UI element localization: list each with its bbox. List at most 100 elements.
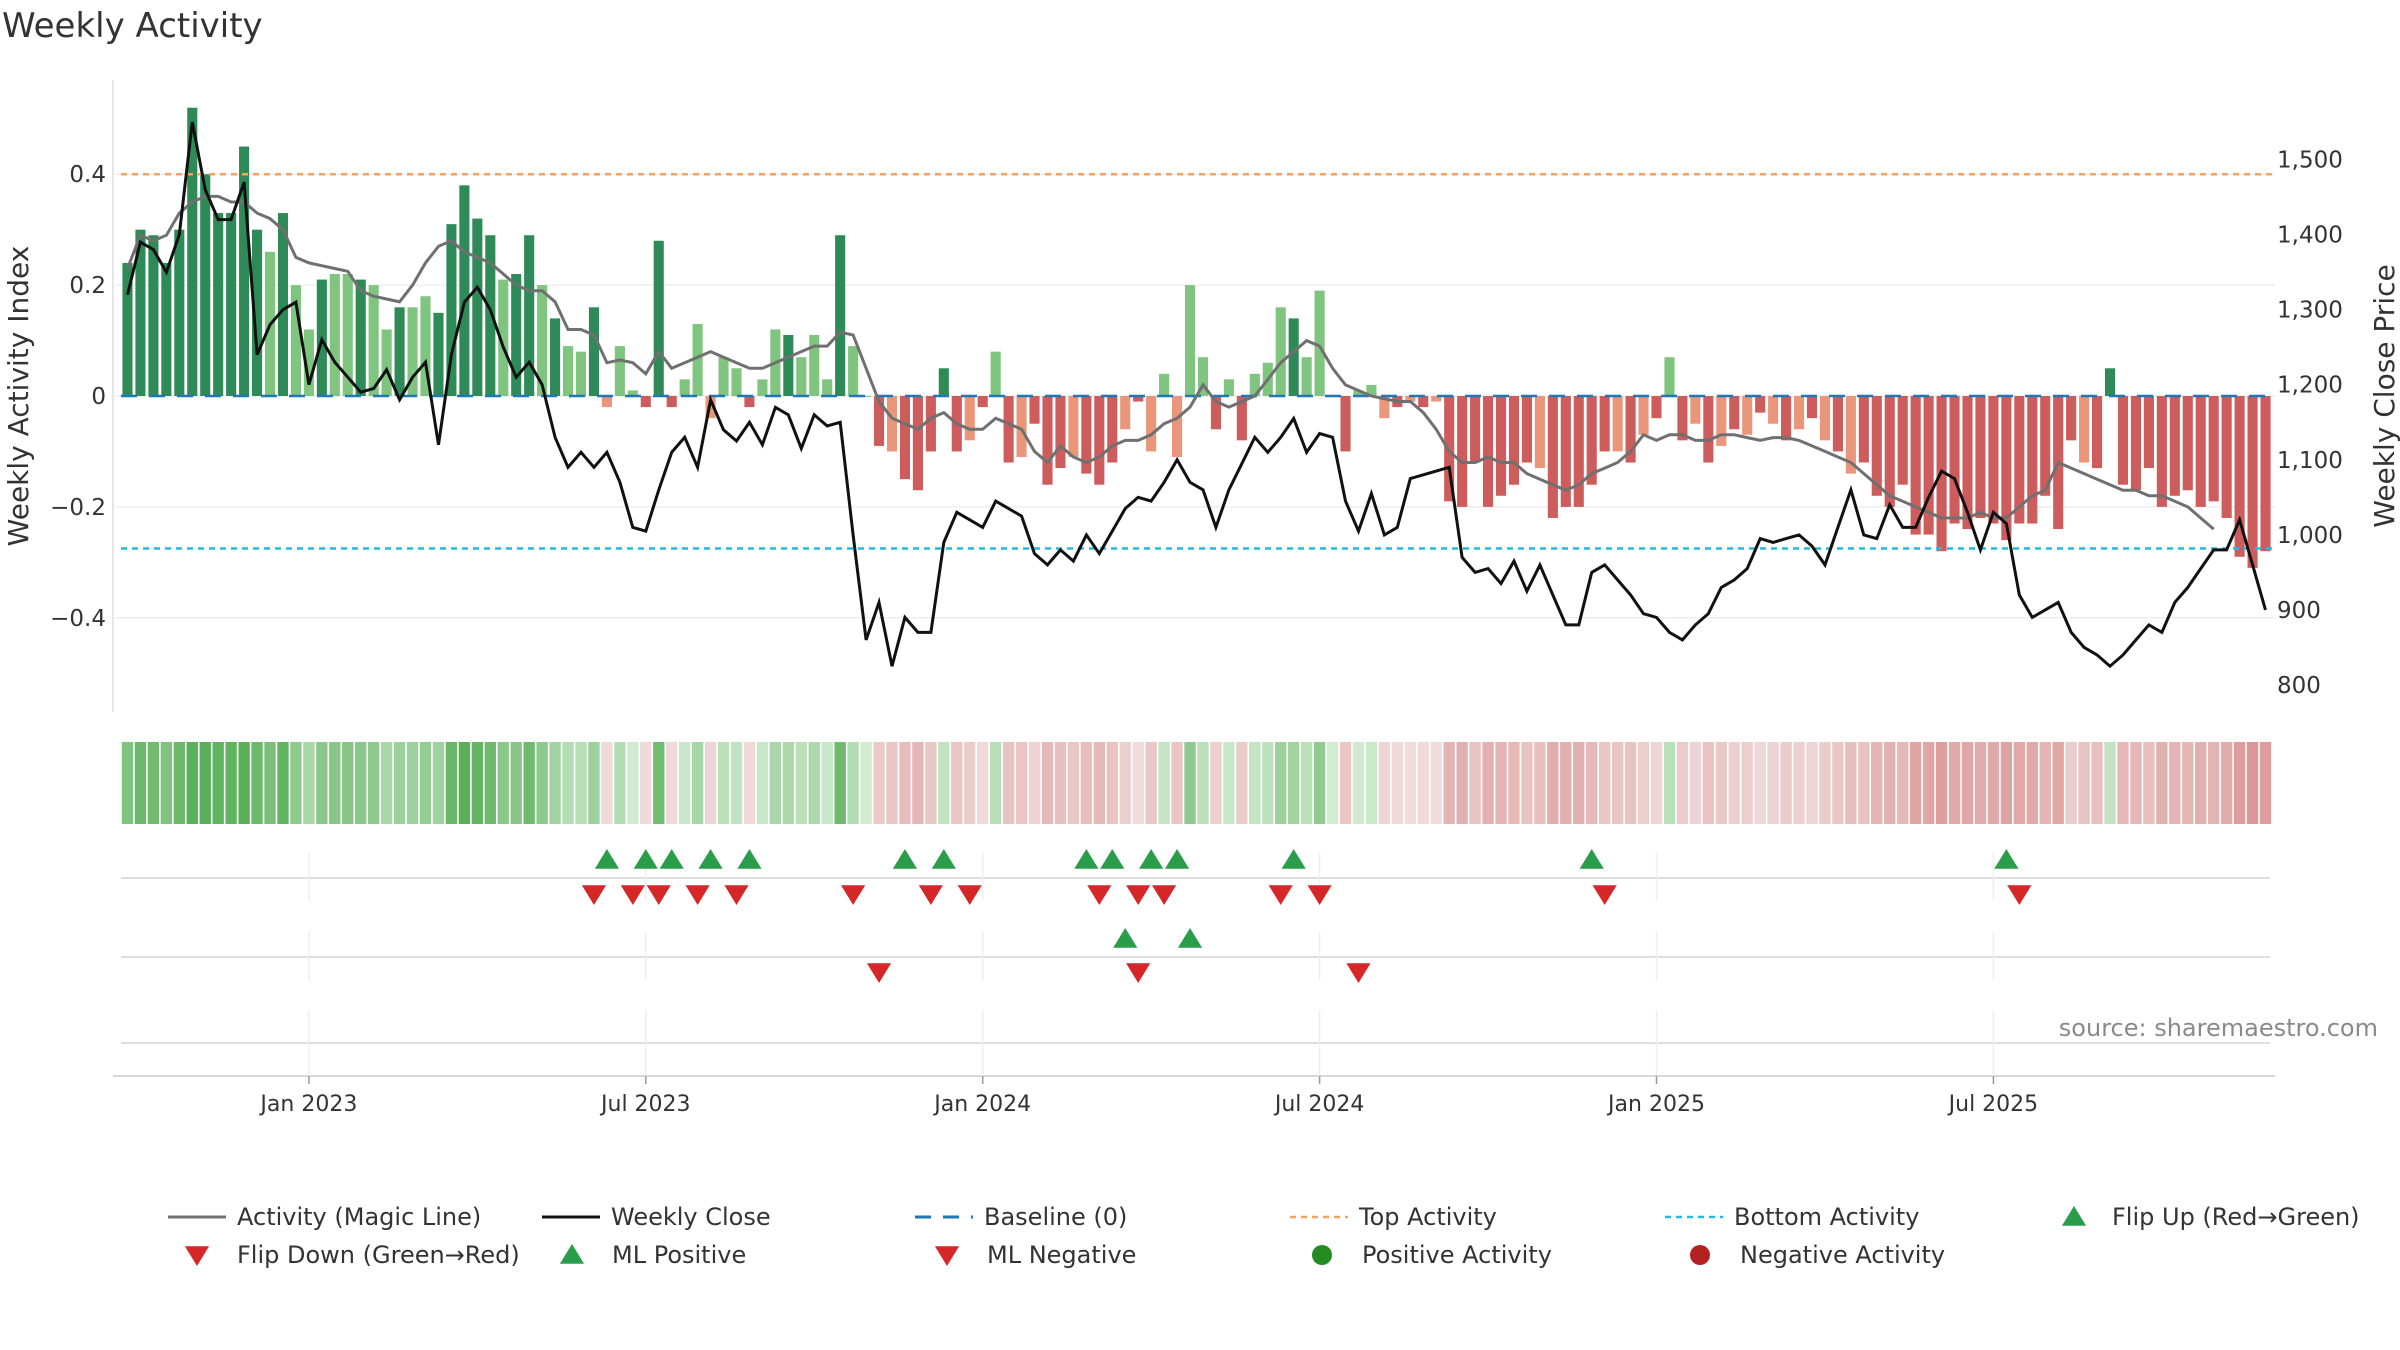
- heat-cell: [160, 742, 173, 824]
- heat-cell: [536, 742, 548, 824]
- activity-bar: [394, 307, 405, 396]
- activity-bar: [640, 396, 651, 408]
- flip-up-marker: [698, 849, 723, 869]
- activity-bar: [2117, 396, 2129, 485]
- heat-cell: [1884, 742, 1896, 824]
- activity-bar: [1470, 396, 1481, 463]
- activity-bars: [122, 107, 2271, 568]
- activity-bar: [1845, 396, 1856, 474]
- activity-bar: [1910, 396, 1921, 535]
- heat-cell: [1223, 742, 1235, 824]
- activity-bar: [1120, 396, 1131, 430]
- activity-bar: [1275, 307, 1286, 396]
- heat-cell: [1845, 742, 1857, 824]
- activity-bar: [1068, 396, 1079, 457]
- legend-label: Activity (Magic Line): [237, 1203, 481, 1231]
- activity-bar: [1832, 396, 1843, 452]
- heat-cell: [1326, 742, 1339, 824]
- flip-down-marker: [918, 885, 943, 905]
- activity-bar: [2182, 396, 2193, 491]
- heat-cell: [860, 742, 872, 824]
- activity-bar: [1586, 396, 1597, 485]
- activity-bar: [783, 335, 794, 396]
- left-tick-label: 0: [91, 384, 106, 410]
- heat-cell: [1806, 742, 1818, 824]
- activity-bar: [1819, 396, 1831, 441]
- heat-cell: [1106, 742, 1118, 824]
- heat-cell: [510, 742, 522, 824]
- activity-bar: [1703, 396, 1714, 463]
- activity-bar: [1146, 396, 1157, 452]
- activity-bar: [1353, 390, 1364, 396]
- heat-cell: [1352, 742, 1365, 824]
- flip-down-marker: [724, 885, 749, 905]
- activity-bar: [1159, 373, 1170, 396]
- activity-bar: [1172, 396, 1183, 457]
- activity-bar: [1755, 396, 1766, 413]
- heat-cell: [1663, 742, 1676, 824]
- heat-cell: [277, 742, 289, 824]
- heat-cell: [367, 742, 380, 824]
- activity-bar: [990, 351, 1001, 396]
- heat-cell: [1560, 742, 1572, 824]
- heat-cell: [1158, 742, 1170, 824]
- flip-up-marker: [1074, 849, 1099, 869]
- lines-layer: [121, 121, 2272, 669]
- heat-cell: [1482, 742, 1494, 824]
- flip-down-marker: [1268, 885, 1293, 905]
- activity-bar: [1249, 373, 1260, 396]
- activity-bar: [2079, 396, 2090, 463]
- activity-bar: [2169, 396, 2180, 496]
- activity-bar: [537, 285, 548, 396]
- activity-bar: [2130, 396, 2141, 491]
- activity-bar: [1366, 384, 1377, 396]
- heat-cell: [730, 742, 743, 824]
- heat-cell: [1365, 742, 1378, 824]
- heat-cell: [1184, 742, 1196, 824]
- activity-bar: [407, 307, 418, 396]
- y2-axis-label: Weekly Close Price: [2368, 264, 2400, 527]
- left-tick-label: −0.4: [50, 606, 106, 632]
- activity-bar: [1638, 396, 1649, 435]
- activity-bar: [1457, 396, 1468, 507]
- heat-cell: [653, 742, 665, 824]
- heat-cell: [1339, 742, 1352, 824]
- left-tick-label: 0.2: [69, 273, 106, 299]
- flip-down-marker: [581, 885, 607, 905]
- x-tick-label: Jul 2023: [599, 1092, 691, 1117]
- heat-cell: [199, 742, 211, 824]
- activity-bar: [2092, 396, 2103, 469]
- legend: Activity (Magic Line) Weekly Close Baselin…: [168, 1203, 2360, 1269]
- legend-item-bottom: Bottom Activity: [1665, 1203, 1919, 1231]
- activity-bar: [1768, 396, 1779, 424]
- heat-cell: [704, 742, 717, 824]
- heat-cell: [1650, 742, 1663, 824]
- activity-bar: [1236, 396, 1247, 441]
- heat-cell: [1469, 742, 1481, 824]
- activity-bar: [1988, 396, 1999, 524]
- flip-up-marker: [594, 849, 620, 869]
- activity-bar: [200, 174, 211, 396]
- activity-bar: [277, 213, 289, 396]
- heat-cell: [951, 742, 963, 824]
- heat-cell: [1015, 742, 1028, 824]
- heat-cell: [1534, 742, 1546, 824]
- heat-cell: [1456, 742, 1468, 824]
- legend-label: Top Activity: [1358, 1203, 1497, 1231]
- activity-bar: [1962, 396, 1973, 530]
- legend-label: Flip Down (Green→Red): [237, 1241, 520, 1269]
- activity-bar: [2027, 396, 2038, 524]
- heat-cell: [1715, 742, 1727, 824]
- activity-bar: [938, 368, 949, 396]
- heat-cell: [614, 742, 626, 824]
- heat-cell: [1054, 742, 1067, 824]
- heat-cell: [1676, 742, 1689, 824]
- heat-cell: [1573, 742, 1585, 824]
- activity-bar: [2156, 396, 2167, 507]
- activity-bar: [1716, 396, 1727, 446]
- heat-cell: [1119, 742, 1131, 824]
- heat-cell: [1508, 742, 1520, 824]
- activity-bar: [1806, 396, 1818, 419]
- activity-bar: [1534, 396, 1545, 469]
- heat-cell: [484, 742, 496, 824]
